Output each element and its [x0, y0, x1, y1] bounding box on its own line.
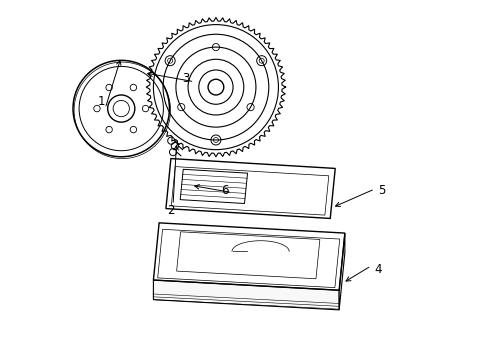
Text: 4: 4 [374, 263, 382, 276]
Polygon shape [339, 233, 344, 310]
Text: 5: 5 [378, 184, 385, 197]
Text: 1: 1 [98, 95, 105, 108]
Text: 2: 2 [167, 204, 175, 217]
Text: 3: 3 [182, 72, 189, 85]
Polygon shape [153, 280, 339, 310]
Text: 6: 6 [221, 184, 228, 197]
